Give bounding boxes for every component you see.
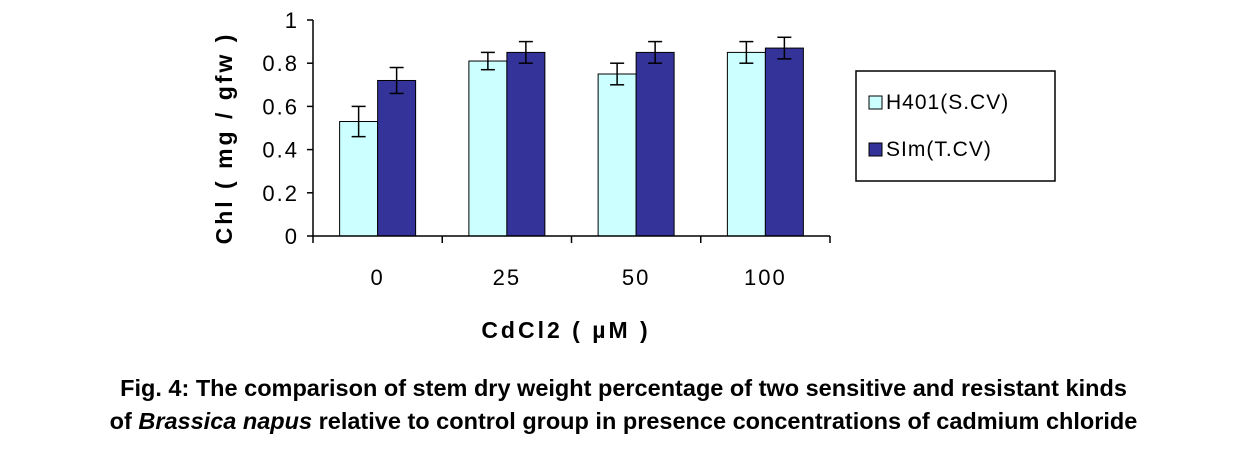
bar (339, 121, 379, 237)
bar (468, 60, 508, 237)
x-axis: 0 25 50 100 (312, 235, 831, 290)
y-tick-label: 0.4 (262, 138, 299, 163)
bar (597, 73, 637, 237)
legend: H401(S.CV) SIm(T.CV) (855, 70, 1056, 182)
legend-frame (855, 70, 1056, 182)
legend-swatch-h401 (868, 95, 883, 110)
y-tick-label: 0.8 (262, 51, 299, 76)
y-tick-label: 0.6 (262, 94, 299, 119)
caption-line-2-suffix: relative to control group in presence co… (312, 408, 1138, 434)
x-axis-title: CdCl2 ( µM ) (481, 317, 650, 343)
x-tick-label: 0 (371, 265, 385, 290)
plot-area (339, 36, 804, 237)
bar (635, 51, 675, 237)
legend-label-h401: H401(S.CV) (886, 91, 1009, 114)
bar (726, 51, 766, 237)
bar (506, 51, 546, 237)
caption-line-2-prefix: of (109, 408, 139, 434)
legend-label-sim: SIm(T.CV) (886, 138, 992, 161)
y-axis-title: Chl ( mg / gfw ) (211, 32, 237, 245)
bar-chart: 0 0.2 0.4 0.6 0.8 1 0 25 50 100 Chl ( mg / gfw )… (211, 8, 1056, 343)
bar (377, 79, 417, 237)
x-tick-label: 25 (493, 265, 521, 290)
x-tick-label: 100 (744, 265, 787, 290)
y-tick-label: 0 (285, 224, 299, 249)
caption-line-1: Fig. 4: The comparison of stem dry weigh… (120, 375, 1127, 401)
y-tick-label: 1 (285, 8, 299, 33)
y-axis: 0 0.2 0.4 0.6 0.8 1 (262, 8, 314, 249)
legend-swatch-sim (868, 142, 883, 157)
y-tick-label: 0.2 (262, 181, 299, 206)
x-tick-label: 50 (622, 265, 650, 290)
bar (764, 47, 804, 237)
caption-line-2: of Brassica napus relative to control gr… (0, 405, 1247, 438)
caption-species: Brassica napus (138, 408, 313, 434)
figure-caption: Fig. 4: The comparison of stem dry weigh… (0, 372, 1247, 438)
